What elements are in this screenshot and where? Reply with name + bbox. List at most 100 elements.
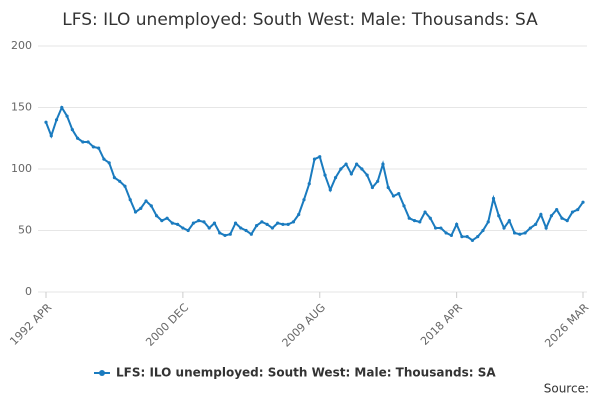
data-point xyxy=(154,214,159,218)
data-point xyxy=(128,198,132,202)
data-point xyxy=(355,162,359,166)
data-point xyxy=(60,105,64,110)
y-tick-label: 0 xyxy=(25,285,32,298)
data-point xyxy=(212,221,217,225)
data-point xyxy=(433,226,438,230)
data-point xyxy=(307,182,311,186)
data-point xyxy=(581,200,585,204)
data-point xyxy=(139,206,143,210)
data-point xyxy=(523,231,527,235)
data-point xyxy=(549,214,554,218)
data-point xyxy=(428,216,432,220)
data-point xyxy=(518,232,522,236)
data-point xyxy=(491,196,496,201)
data-point xyxy=(476,235,480,239)
data-point xyxy=(397,192,401,196)
data-point xyxy=(565,219,569,223)
data-point xyxy=(539,212,543,217)
data-point xyxy=(386,185,390,190)
x-tick-label: 2026 MAR xyxy=(542,301,591,350)
data-point xyxy=(270,226,274,230)
data-point xyxy=(418,220,422,224)
data-point xyxy=(276,221,280,225)
data-point xyxy=(70,128,74,132)
data-point xyxy=(65,114,69,118)
data-point xyxy=(75,136,80,140)
data-point xyxy=(228,232,232,236)
y-tick-label: 50 xyxy=(18,224,32,237)
data-point xyxy=(302,198,306,202)
data-point xyxy=(407,216,411,220)
data-point xyxy=(44,120,48,124)
x-tick-label: 2000 DEC xyxy=(143,301,191,349)
data-point xyxy=(112,176,117,180)
data-point xyxy=(91,145,95,149)
data-point xyxy=(507,219,511,223)
data-point xyxy=(376,179,380,183)
data-point xyxy=(86,140,90,144)
data-point xyxy=(460,235,464,239)
data-point xyxy=(197,219,201,223)
data-point xyxy=(449,233,453,238)
data-point xyxy=(49,134,53,138)
data-point xyxy=(455,222,459,226)
data-point xyxy=(323,173,327,177)
data-point xyxy=(465,235,469,239)
data-point xyxy=(170,221,174,225)
data-point xyxy=(191,221,196,225)
x-tick-label: 2009 AUG xyxy=(280,301,329,350)
data-point xyxy=(165,216,169,220)
x-tick-label: 2018 APR xyxy=(418,301,465,348)
data-point xyxy=(534,222,538,226)
data-point xyxy=(97,146,101,150)
data-point xyxy=(512,231,517,235)
data-point xyxy=(555,207,559,212)
data-point xyxy=(365,173,369,177)
data-point xyxy=(260,220,264,224)
data-point xyxy=(576,207,580,212)
data-point xyxy=(333,176,338,180)
y-tick-label: 150 xyxy=(11,101,32,114)
data-point xyxy=(160,219,164,223)
data-point xyxy=(339,167,343,171)
data-point xyxy=(176,222,180,226)
data-point xyxy=(412,219,417,223)
x-tick-label: 1992 APR xyxy=(7,301,54,348)
data-point xyxy=(528,226,532,230)
data-point xyxy=(470,238,475,242)
data-point xyxy=(144,199,148,203)
legend-marker xyxy=(99,370,105,376)
data-point xyxy=(502,226,506,230)
data-point xyxy=(281,222,285,226)
data-point xyxy=(233,221,238,225)
data-point xyxy=(486,220,490,224)
source: Source: xyxy=(544,382,589,396)
data-point xyxy=(133,210,138,214)
data-point xyxy=(254,223,259,228)
data-point xyxy=(202,220,206,224)
data-point xyxy=(54,118,59,122)
y-tick-label: 200 xyxy=(11,39,32,52)
data-point xyxy=(560,216,564,220)
data-point xyxy=(223,233,227,238)
data-point xyxy=(244,228,248,233)
data-point xyxy=(402,204,406,208)
data-point xyxy=(312,157,317,161)
data-point xyxy=(291,220,296,224)
data-point xyxy=(265,222,269,226)
data-point xyxy=(423,210,427,214)
data-point xyxy=(344,162,348,166)
data-point xyxy=(186,228,190,233)
data-point xyxy=(439,226,443,230)
series-line xyxy=(45,105,584,242)
data-point xyxy=(81,140,85,144)
legend-label: LFS: ILO unemployed: South West: Male: T… xyxy=(116,366,496,380)
data-point xyxy=(570,210,575,214)
data-point xyxy=(149,204,153,208)
data-point xyxy=(328,188,332,192)
data-point xyxy=(481,228,485,233)
data-point xyxy=(207,226,211,230)
data-point xyxy=(360,167,364,171)
data-point xyxy=(297,212,301,217)
